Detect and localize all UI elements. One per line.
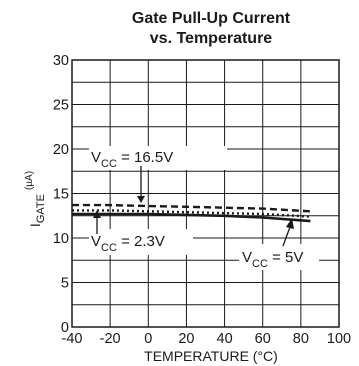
annotation-arrows [93, 166, 294, 247]
series-line-2 [72, 212, 311, 223]
y-tick-label: 15 [53, 187, 69, 203]
arrow-5v-line [282, 226, 291, 247]
annotation-2v-bg [89, 229, 193, 255]
x-tick-label: 20 [178, 331, 194, 347]
y-tick-label: 25 [53, 98, 69, 114]
x-tick-label: 60 [255, 331, 271, 347]
x-tick-label: 40 [217, 331, 233, 347]
x-axis-label: TEMPERATURE (°C) [144, 348, 278, 364]
y-tick-label: 5 [61, 276, 69, 292]
series-line-0 [72, 203, 311, 213]
annotation-vcc-2v: VCC = 2.3V [91, 233, 165, 254]
y-tick-label: 30 [53, 53, 69, 69]
annotation-16v-bg [89, 146, 227, 170]
chart-title-line-1: Gate Pull-Up Current [132, 10, 291, 27]
y-tick-label: 20 [53, 142, 69, 158]
arrow-16v-head [137, 196, 145, 203]
annotation-5v-bg [239, 244, 319, 270]
y-tick-label: 10 [53, 231, 69, 247]
x-tick-label: -20 [100, 331, 121, 347]
arrow-5v-head [286, 218, 294, 229]
chart-title-line-2: vs. Temperature [150, 30, 273, 47]
x-tick-label: 80 [293, 331, 309, 347]
gridlines [71, 59, 340, 328]
y-axis-label: IGATE(µA) [24, 171, 47, 227]
annotation-vcc-16v: VCC = 16.5V [91, 149, 173, 170]
plot-frame [71, 59, 340, 328]
series-lines [72, 203, 311, 223]
x-tick-label: 0 [144, 331, 152, 347]
y-tick-label: 0 [61, 320, 69, 336]
tick-labels: 0 5 10 15 20 25 30 -40 -20 0 20 40 60 80 100 [53, 53, 351, 347]
arrow-2v-head [93, 210, 101, 218]
x-tick-label: 100 [327, 331, 351, 347]
series-line-1 [72, 209, 311, 218]
annotation-vcc-5v: VCC = 5V [242, 249, 303, 270]
x-tick-label: -40 [62, 331, 83, 347]
